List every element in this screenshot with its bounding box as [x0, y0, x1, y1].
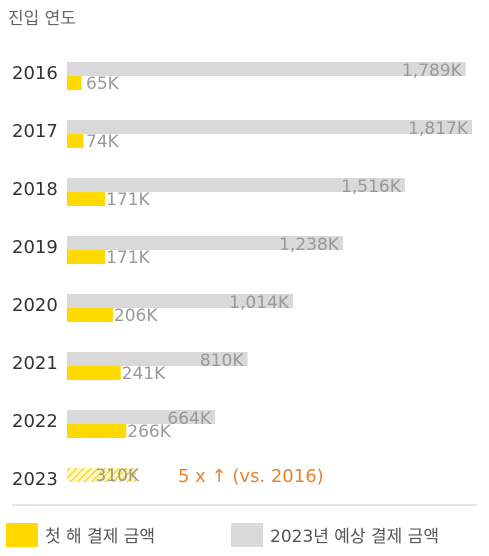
first-year-value-label: 266K	[127, 422, 171, 442]
year-label: 2019	[12, 237, 58, 258]
legend-label: 2023년 예상 결제 금액	[270, 527, 439, 547]
total-value-label: 664K	[167, 409, 211, 429]
first-year-bar	[67, 76, 82, 90]
total-bar	[67, 120, 472, 134]
total-value-label: 810K	[200, 351, 244, 371]
total-bar	[67, 62, 466, 76]
total-bar	[67, 352, 248, 366]
total-bar	[67, 236, 343, 250]
legend-label: 첫 해 결제 금액	[45, 527, 155, 547]
first-year-bar	[67, 468, 137, 482]
total-value-label: 1,238K	[279, 235, 340, 255]
legend-swatch	[6, 523, 38, 547]
first-year-value-label: 65K	[86, 74, 120, 94]
year-label: 2018	[12, 179, 58, 200]
legend: 첫 해 결제 금액 2023년 예상 결제 금액	[6, 523, 439, 547]
total-value-label: 1,789K	[402, 61, 463, 81]
first-year-bar	[67, 250, 106, 264]
chart-title: 진입 연도	[8, 9, 76, 29]
first-year-value-label: 310K	[95, 466, 139, 486]
legend-swatch	[231, 523, 263, 547]
first-year-bar	[67, 134, 84, 148]
year-label: 2020	[12, 295, 58, 316]
first-year-value-label: 74K	[86, 132, 120, 152]
total-value-label: 1,516K	[341, 177, 402, 197]
growth-annotation: 5 x ↑ (vs. 2016)	[178, 466, 324, 487]
first-year-value-label: 241K	[122, 364, 166, 384]
first-year-bar	[67, 424, 127, 438]
bar-rows: 2016 1,789K 65K 2017 1,817K 74K 2018 1,516K 171K…	[12, 61, 472, 490]
total-value-label: 1,817K	[408, 119, 469, 139]
year-label: 2017	[12, 121, 58, 142]
year-label: 2022	[12, 411, 58, 432]
total-value-label: 1,014K	[229, 293, 290, 313]
total-bar	[67, 410, 216, 424]
year-label: 2016	[12, 63, 58, 84]
first-year-value-label: 171K	[106, 190, 150, 210]
year-label: 2021	[12, 353, 58, 374]
first-year-bar	[67, 192, 106, 206]
first-year-value-label: 206K	[114, 306, 158, 326]
total-bar	[67, 294, 294, 308]
first-year-bar	[67, 366, 121, 380]
first-year-bar	[67, 308, 113, 322]
first-year-value-label: 171K	[106, 248, 150, 268]
total-bar	[67, 178, 405, 192]
year-label: 2023	[12, 469, 58, 490]
